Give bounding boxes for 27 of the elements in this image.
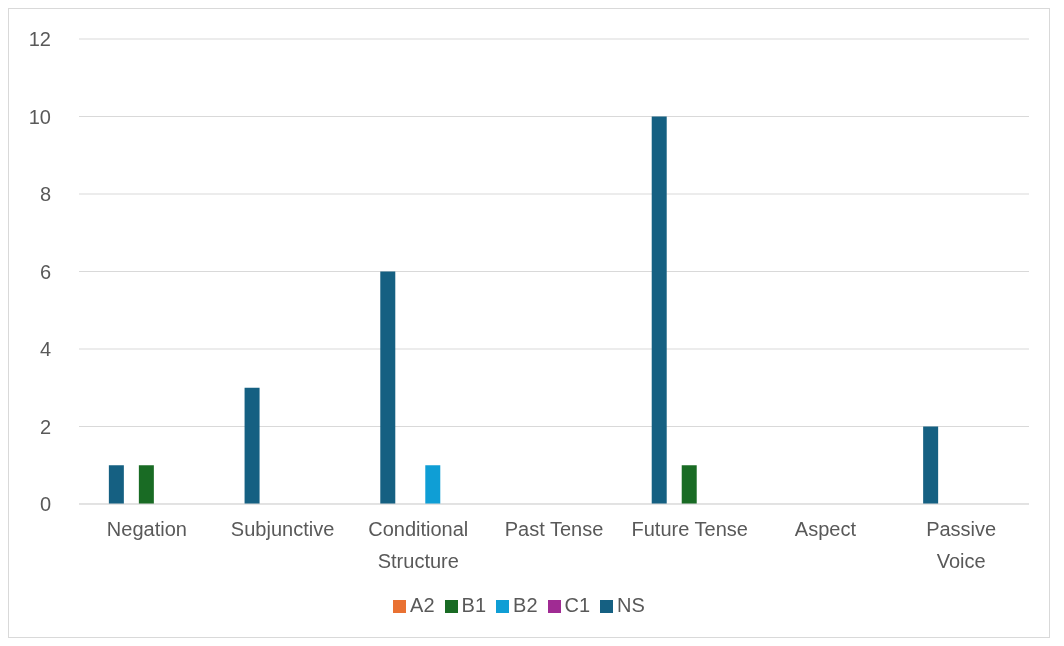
y-tick-label: 6 — [39, 260, 51, 283]
legend-label: B1 — [461, 594, 487, 616]
legend-label: C1 — [564, 594, 591, 616]
bar — [923, 426, 939, 504]
y-tick-label: 8 — [39, 183, 51, 206]
x-tick-label: Future Tense — [631, 518, 748, 540]
bar — [380, 271, 396, 504]
y-tick-label: 12 — [28, 28, 51, 51]
x-tick-label: Negation — [106, 518, 187, 540]
bar — [244, 387, 260, 504]
y-tick-label: 0 — [39, 493, 51, 516]
bar — [425, 465, 441, 504]
x-tick-label: Passive Voice — [926, 518, 997, 572]
legend-label: B2 — [513, 594, 538, 616]
x-tick-label: Subjunctive — [230, 518, 335, 540]
x-tick-label: Past Tense — [504, 518, 604, 540]
legend-label: A2 — [410, 594, 435, 616]
x-tick-label: Aspect — [794, 518, 857, 540]
y-tick-label: 4 — [39, 338, 51, 361]
y-tick-label: 10 — [28, 105, 51, 128]
y-tick-label: 2 — [39, 415, 51, 438]
bar — [108, 465, 124, 504]
bar — [681, 465, 697, 504]
bar — [138, 465, 154, 504]
x-tick-label: Conditional Structure — [368, 518, 469, 572]
legend-label: NS — [617, 594, 645, 616]
bar — [651, 116, 667, 504]
